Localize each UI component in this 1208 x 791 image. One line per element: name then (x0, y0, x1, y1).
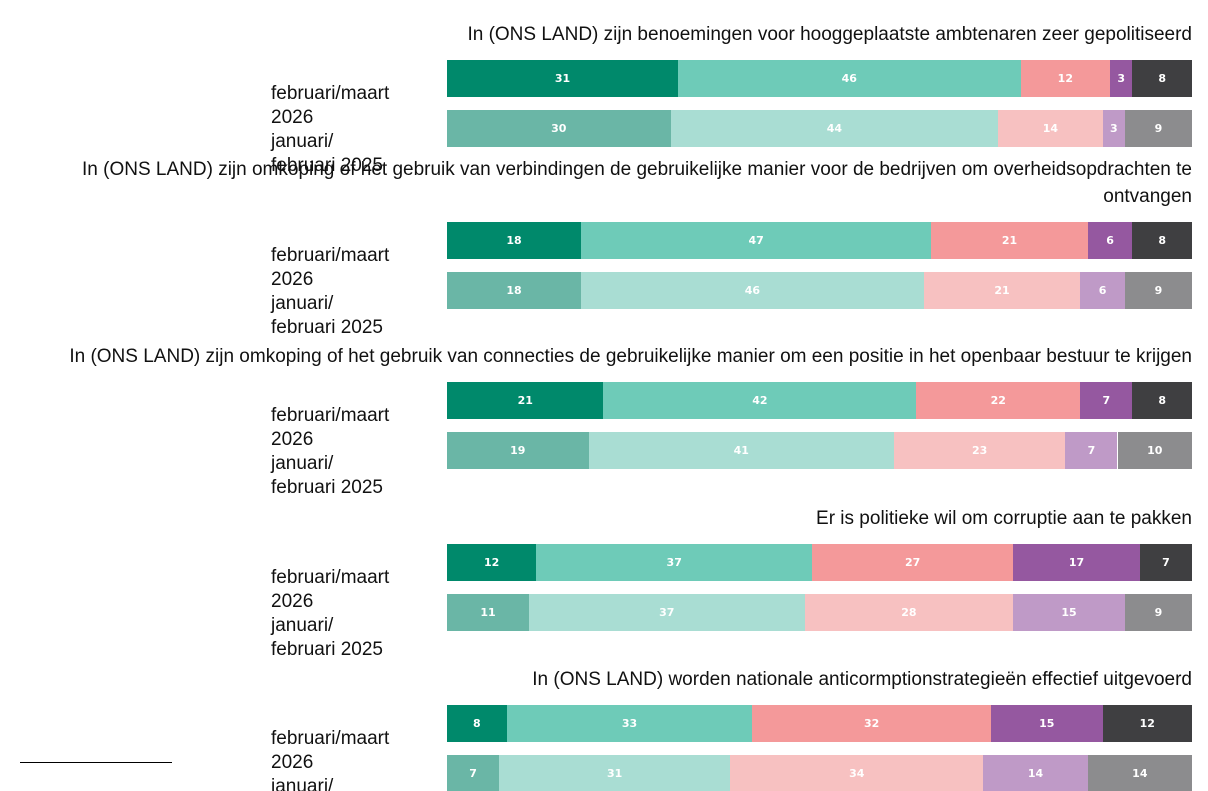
bar-segment: 3 (1110, 60, 1133, 97)
category-label: januari/ februari 2025 (271, 776, 334, 791)
bar-segment: 8 (1132, 222, 1192, 259)
bar-segment: 33 (506, 705, 753, 742)
bar-segment: 22 (916, 382, 1081, 419)
bar-segment: 15 (990, 705, 1103, 742)
chart-title: In (ONS LAND) worden nationale anticormp… (532, 669, 1192, 690)
bar-segment: 9 (1124, 110, 1192, 147)
bar-segment: 12 (1102, 705, 1192, 742)
bar-segment: 41 (588, 432, 894, 469)
bar-segment: 23 (894, 432, 1066, 469)
footnote-rule (20, 762, 172, 763)
bar-segment: 21 (931, 222, 1088, 259)
bar-segment: 21 (923, 272, 1081, 309)
bar-segment: 31 (499, 755, 731, 791)
bar-segment: 34 (730, 755, 984, 791)
bar-segment: 27 (812, 544, 1014, 581)
category-label: februari/maart 2026 (271, 245, 390, 290)
bar-segment: 42 (603, 382, 917, 419)
bar-segment: 19 (447, 432, 589, 469)
bar-segment: 47 (581, 222, 932, 259)
bar-segment: 21 (447, 382, 604, 419)
chart-title: Er is politieke wil om corruptie aan te … (816, 508, 1192, 529)
category-label: februari/maart 2026 (271, 567, 390, 612)
bar-segment: 14 (1087, 755, 1192, 791)
bar-segment: 7 (447, 755, 500, 791)
bar-segment: 6 (1087, 222, 1133, 259)
chart-title: In (ONS LAND) zijn omkoping of het gebru… (69, 346, 1192, 367)
category-label: januari/ februari 2025 (271, 453, 383, 498)
bar-segment: 7 (1065, 432, 1118, 469)
bar-segment: 12 (1020, 60, 1111, 97)
bar-segment: 46 (581, 272, 924, 309)
chart-title: In (ONS LAND) zijn omkoping of het gebru… (82, 159, 1192, 207)
bar-segment: 17 (1013, 544, 1140, 581)
bar-segment: 10 (1117, 432, 1192, 469)
bar-segment: 7 (1139, 544, 1192, 581)
bar-segment: 44 (670, 110, 999, 147)
category-label: februari/maart 2026 (271, 83, 390, 128)
bar-segment: 14 (998, 110, 1103, 147)
bar-segment: 30 (447, 110, 671, 147)
bar-segment: 14 (983, 755, 1088, 791)
bar-segment: 37 (528, 594, 805, 631)
bar-segment: 18 (447, 272, 582, 309)
bar-segment: 3 (1102, 110, 1125, 147)
bar-segment: 9 (1124, 272, 1192, 309)
category-label: februari/maart 2026 (271, 728, 390, 773)
chart-title: In (ONS LAND) zijn benoemingen voor hoog… (467, 24, 1192, 45)
bar-segment: 6 (1080, 272, 1125, 309)
category-label: januari/ februari 2025 (271, 615, 383, 660)
bar-segment: 37 (536, 544, 813, 581)
bar-segment: 32 (752, 705, 991, 742)
bar-segment: 46 (677, 60, 1021, 97)
bar-segment: 12 (447, 544, 537, 581)
bar-segment: 18 (447, 222, 582, 259)
bar-segment: 15 (1013, 594, 1125, 631)
bar-segment: 8 (447, 705, 507, 742)
bar-segment: 7 (1080, 382, 1133, 419)
category-label: februari/maart 2026 (271, 405, 390, 450)
bar-segment: 31 (447, 60, 678, 97)
category-label: januari/ februari 2025 (271, 293, 383, 338)
bar-segment: 8 (1132, 382, 1192, 419)
bar-segment: 11 (447, 594, 529, 631)
category-label: januari/ februari 2025 (271, 131, 383, 176)
bar-segment: 9 (1124, 594, 1192, 631)
bar-segment: 28 (804, 594, 1014, 631)
bar-segment: 8 (1132, 60, 1192, 97)
